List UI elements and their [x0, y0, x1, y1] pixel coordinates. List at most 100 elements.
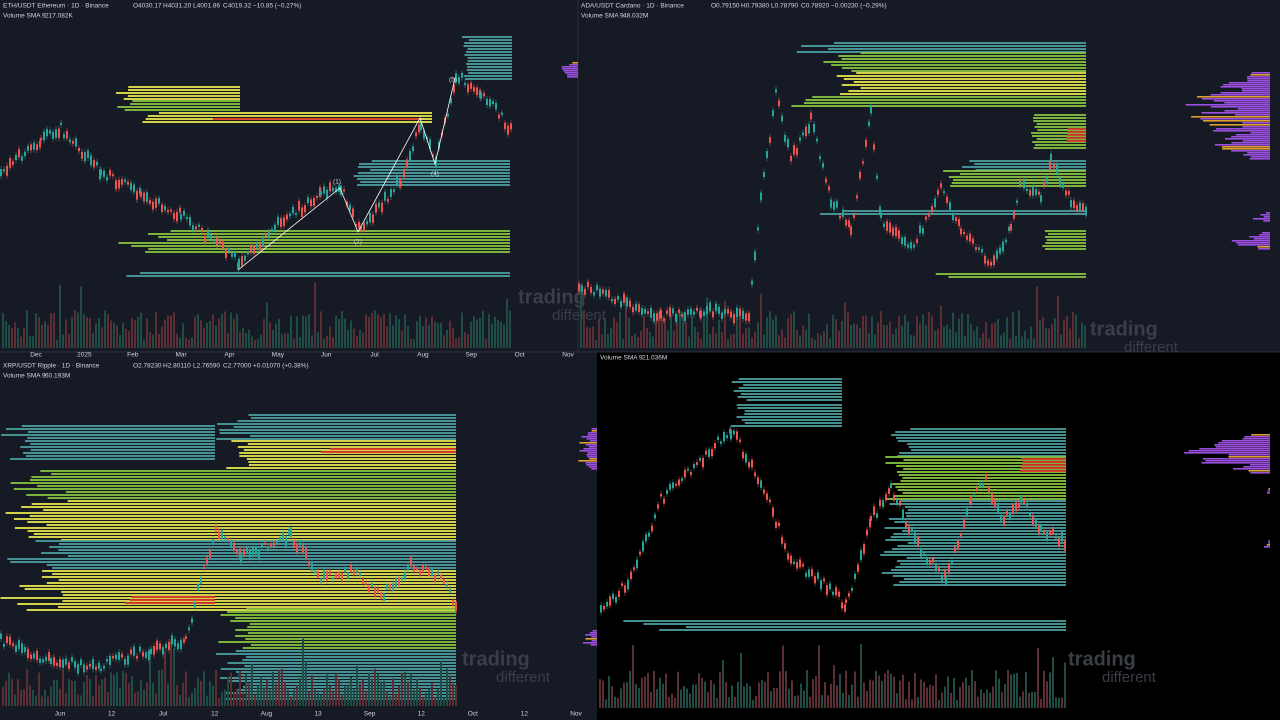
volume-profile-row [856, 72, 1086, 74]
candle [161, 204, 163, 212]
candle [398, 577, 400, 586]
candle [282, 531, 284, 540]
volume-bar [994, 322, 996, 348]
candle [415, 132, 417, 137]
candle [976, 487, 978, 492]
candle [84, 152, 86, 162]
volume-bar [428, 688, 430, 706]
volume-bar [668, 696, 670, 708]
side-profile [1191, 116, 1270, 118]
candle [916, 238, 918, 244]
volume-profile-row [899, 500, 1066, 502]
volume-bar [413, 689, 415, 706]
candle [951, 560, 953, 564]
volume-bar [20, 690, 22, 706]
volume-profile-row [128, 89, 240, 91]
volume-bar [239, 671, 241, 706]
volume-bar [140, 680, 142, 706]
volume-bar [1001, 691, 1003, 708]
candle [799, 559, 801, 568]
volume-bar [221, 692, 223, 706]
volume-bar [1066, 315, 1068, 348]
side-profile [1251, 434, 1270, 436]
volume-profile-row [903, 459, 1066, 461]
volume-bar [794, 696, 796, 708]
volume-profile-row [250, 644, 456, 646]
volume-profile-row [65, 491, 457, 493]
volume-bar [743, 686, 745, 708]
candle [338, 571, 340, 579]
candle [192, 225, 194, 231]
side-profile [1199, 448, 1270, 450]
side-profile [1235, 114, 1270, 116]
candle [46, 128, 48, 137]
candle [292, 206, 294, 214]
candle [276, 540, 278, 543]
volume-bar [164, 319, 166, 348]
candle [1043, 530, 1045, 534]
ohlc-value: −10.85 (−0.27%) [253, 3, 301, 10]
volume-bar [695, 684, 697, 708]
volume-bar [746, 683, 748, 708]
indicator: Volume SMA 9 [600, 355, 643, 362]
candle [416, 567, 418, 571]
volume-profile-row [225, 698, 456, 700]
volume-profile-row [623, 620, 1066, 622]
candle [687, 468, 689, 471]
candle [283, 217, 285, 227]
volume-profile-row [353, 175, 510, 177]
volume-bar [976, 326, 978, 348]
candle [772, 110, 774, 117]
volume-profile-row [743, 384, 842, 386]
side-profile [583, 448, 597, 450]
candle [153, 645, 155, 655]
side-profile [1242, 90, 1270, 92]
volume-bar [167, 315, 169, 348]
volume-profile-row [125, 602, 215, 604]
volume-profile-row [231, 440, 456, 442]
candle [27, 648, 29, 659]
volume-profile-row [58, 549, 457, 551]
volume-bar [605, 699, 607, 708]
candle [706, 306, 708, 315]
candle [969, 233, 971, 242]
volume-profile-row [220, 677, 456, 679]
candle [726, 435, 728, 439]
volume-bar [317, 332, 319, 348]
candle [638, 304, 640, 313]
volume-bar [344, 318, 346, 348]
volume-bar [446, 329, 448, 348]
candle [1032, 514, 1034, 525]
volume-bar [95, 323, 97, 348]
candle [870, 104, 872, 114]
volume-bar [434, 697, 436, 706]
volume-profile-row [21, 506, 457, 508]
volume-bar [928, 311, 930, 348]
candle [66, 131, 68, 139]
candle [1006, 511, 1008, 515]
candle [59, 659, 61, 668]
volume-bar [727, 338, 729, 348]
volume-bar [1043, 670, 1045, 708]
candle [660, 493, 662, 497]
indicator-value: 60.193M [45, 373, 70, 380]
candle [1015, 502, 1017, 512]
volume-bar [503, 324, 505, 348]
candle [332, 187, 334, 192]
side-profile [591, 468, 597, 470]
side-profile [1220, 92, 1270, 94]
volume-profile-row [910, 428, 1066, 430]
volume-bar [5, 680, 7, 706]
volume-bar [188, 339, 190, 348]
volume-profile-row [896, 465, 1066, 467]
volume-bar [875, 671, 877, 708]
side-profile [1231, 240, 1270, 242]
candle [183, 638, 185, 643]
candle [437, 570, 439, 575]
candle [790, 155, 792, 162]
candle [958, 219, 960, 226]
candle [781, 537, 783, 544]
volume-bar [959, 687, 961, 708]
volume-bar [176, 333, 178, 348]
volume-profile-row [1037, 129, 1086, 131]
